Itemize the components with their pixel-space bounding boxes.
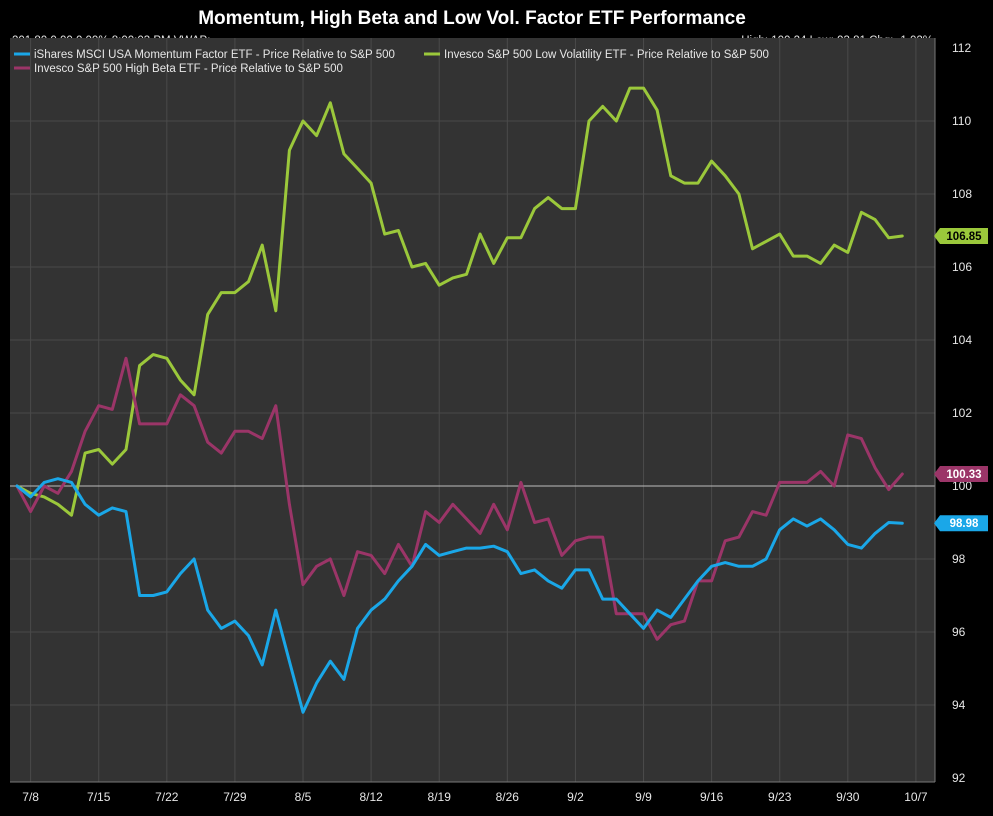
y-tick-label: 98 xyxy=(952,552,966,566)
series-line-low-vol xyxy=(15,86,904,517)
last-value-tag-momentum: 98.98 xyxy=(934,515,988,532)
plot-area xyxy=(10,38,935,782)
y-tick-label: 112 xyxy=(952,41,971,55)
series-line-high-beta xyxy=(15,356,904,641)
series-lines xyxy=(15,86,904,714)
x-tick-label: 9/9 xyxy=(635,790,652,804)
legend: iShares MSCI USA Momentum Factor ETF - P… xyxy=(14,49,769,75)
x-tick-label: 9/23 xyxy=(768,790,792,804)
last-value-tag-high-beta: 100.33 xyxy=(934,465,988,482)
x-tick-label: 8/26 xyxy=(496,790,520,804)
legend-entry-low-vol: Invesco S&P 500 Low Volatility ETF - Pri… xyxy=(444,49,769,61)
y-tick-label: 104 xyxy=(952,333,972,347)
grid xyxy=(10,38,935,782)
y-tick-label: 106 xyxy=(952,260,972,274)
last-value-tags: 98.98 106.85 100.33 xyxy=(934,227,988,532)
x-tick-label: 7/8 xyxy=(22,790,39,804)
y-tick-label: 100 xyxy=(952,479,972,493)
y-tick-label: 110 xyxy=(952,114,971,128)
x-tick-label: 9/2 xyxy=(567,790,584,804)
y-tick-label: 102 xyxy=(952,406,972,420)
last-value-label: 106.85 xyxy=(946,231,982,243)
x-tick-label: 7/22 xyxy=(155,790,179,804)
x-tick-label: 8/12 xyxy=(359,790,383,804)
x-tick-label: 9/16 xyxy=(700,790,724,804)
series-line-momentum xyxy=(15,477,904,714)
x-tick-label: 8/5 xyxy=(295,790,312,804)
axes: 92 94 96 98 100 102 104 106 108 110 112 7/8 7/15 7/22… xyxy=(10,38,972,804)
last-value-label: 100.33 xyxy=(946,469,981,481)
legend-entry-high-beta: Invesco S&P 500 High Beta ETF - Price Re… xyxy=(34,63,343,75)
last-value-label: 98.98 xyxy=(950,518,979,530)
legend-entry-momentum: iShares MSCI USA Momentum Factor ETF - P… xyxy=(34,49,395,61)
last-value-tag-low-vol: 106.85 xyxy=(934,227,988,244)
x-tick-label: 7/29 xyxy=(223,790,247,804)
y-tick-label: 94 xyxy=(952,698,966,712)
chart-title: Momentum, High Beta and Low Vol. Factor … xyxy=(198,8,746,29)
y-tick-label: 92 xyxy=(952,771,966,785)
y-tick-label: 96 xyxy=(952,625,966,639)
y-tick-label: 108 xyxy=(952,187,972,201)
x-tick-label: 9/30 xyxy=(836,790,860,804)
x-tick-label: 8/19 xyxy=(428,790,452,804)
x-tick-label: 10/7 xyxy=(904,790,928,804)
x-tick-label: 7/15 xyxy=(87,790,111,804)
